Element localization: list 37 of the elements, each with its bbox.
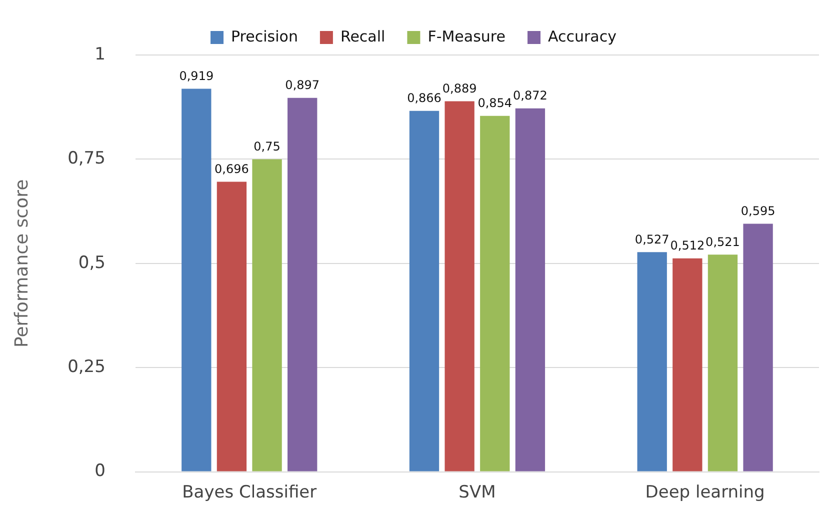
data-label: 0,527 [634,232,670,246]
legend-label: Accuracy [548,27,617,46]
data-label: 0,872 [513,88,548,102]
bar [182,88,212,472]
bar [637,252,667,472]
bar [708,254,738,472]
legend-label: F-Measure [428,27,506,46]
data-label: 0,919 [179,68,214,83]
x-tick-label: Deep learning [645,482,765,502]
bar [515,108,546,472]
y-tick-label: 0,5 [78,252,106,273]
data-label: 0,696 [214,162,249,176]
y-tick-label: 0 [94,461,106,482]
x-tick-label: Bayes Classifier [182,482,317,502]
bar [216,182,247,472]
data-label: 0,75 [254,139,280,154]
y-tick-label: 1 [94,44,106,64]
y-tick-label: 0,25 [68,357,106,378]
bar [743,224,773,472]
bar [672,258,702,472]
data-label: 0,854 [478,96,512,110]
bar [288,98,318,472]
bar [444,101,474,472]
data-label: 0,521 [706,234,740,249]
bar [252,159,282,472]
legend-label: Recall [340,27,386,46]
data-label: 0,595 [740,204,776,218]
bar [480,116,510,472]
data-label: 0,897 [285,78,320,92]
y-tick-label: 0,75 [68,148,106,169]
y-axis-title: Performance score [11,179,32,348]
data-label: 0,889 [442,81,477,96]
data-label: 0,866 [407,90,442,105]
data-label: 0,512 [670,238,705,253]
x-tick-label: SVM [458,482,496,502]
bar [409,110,440,472]
legend-label: Precision [231,27,298,46]
